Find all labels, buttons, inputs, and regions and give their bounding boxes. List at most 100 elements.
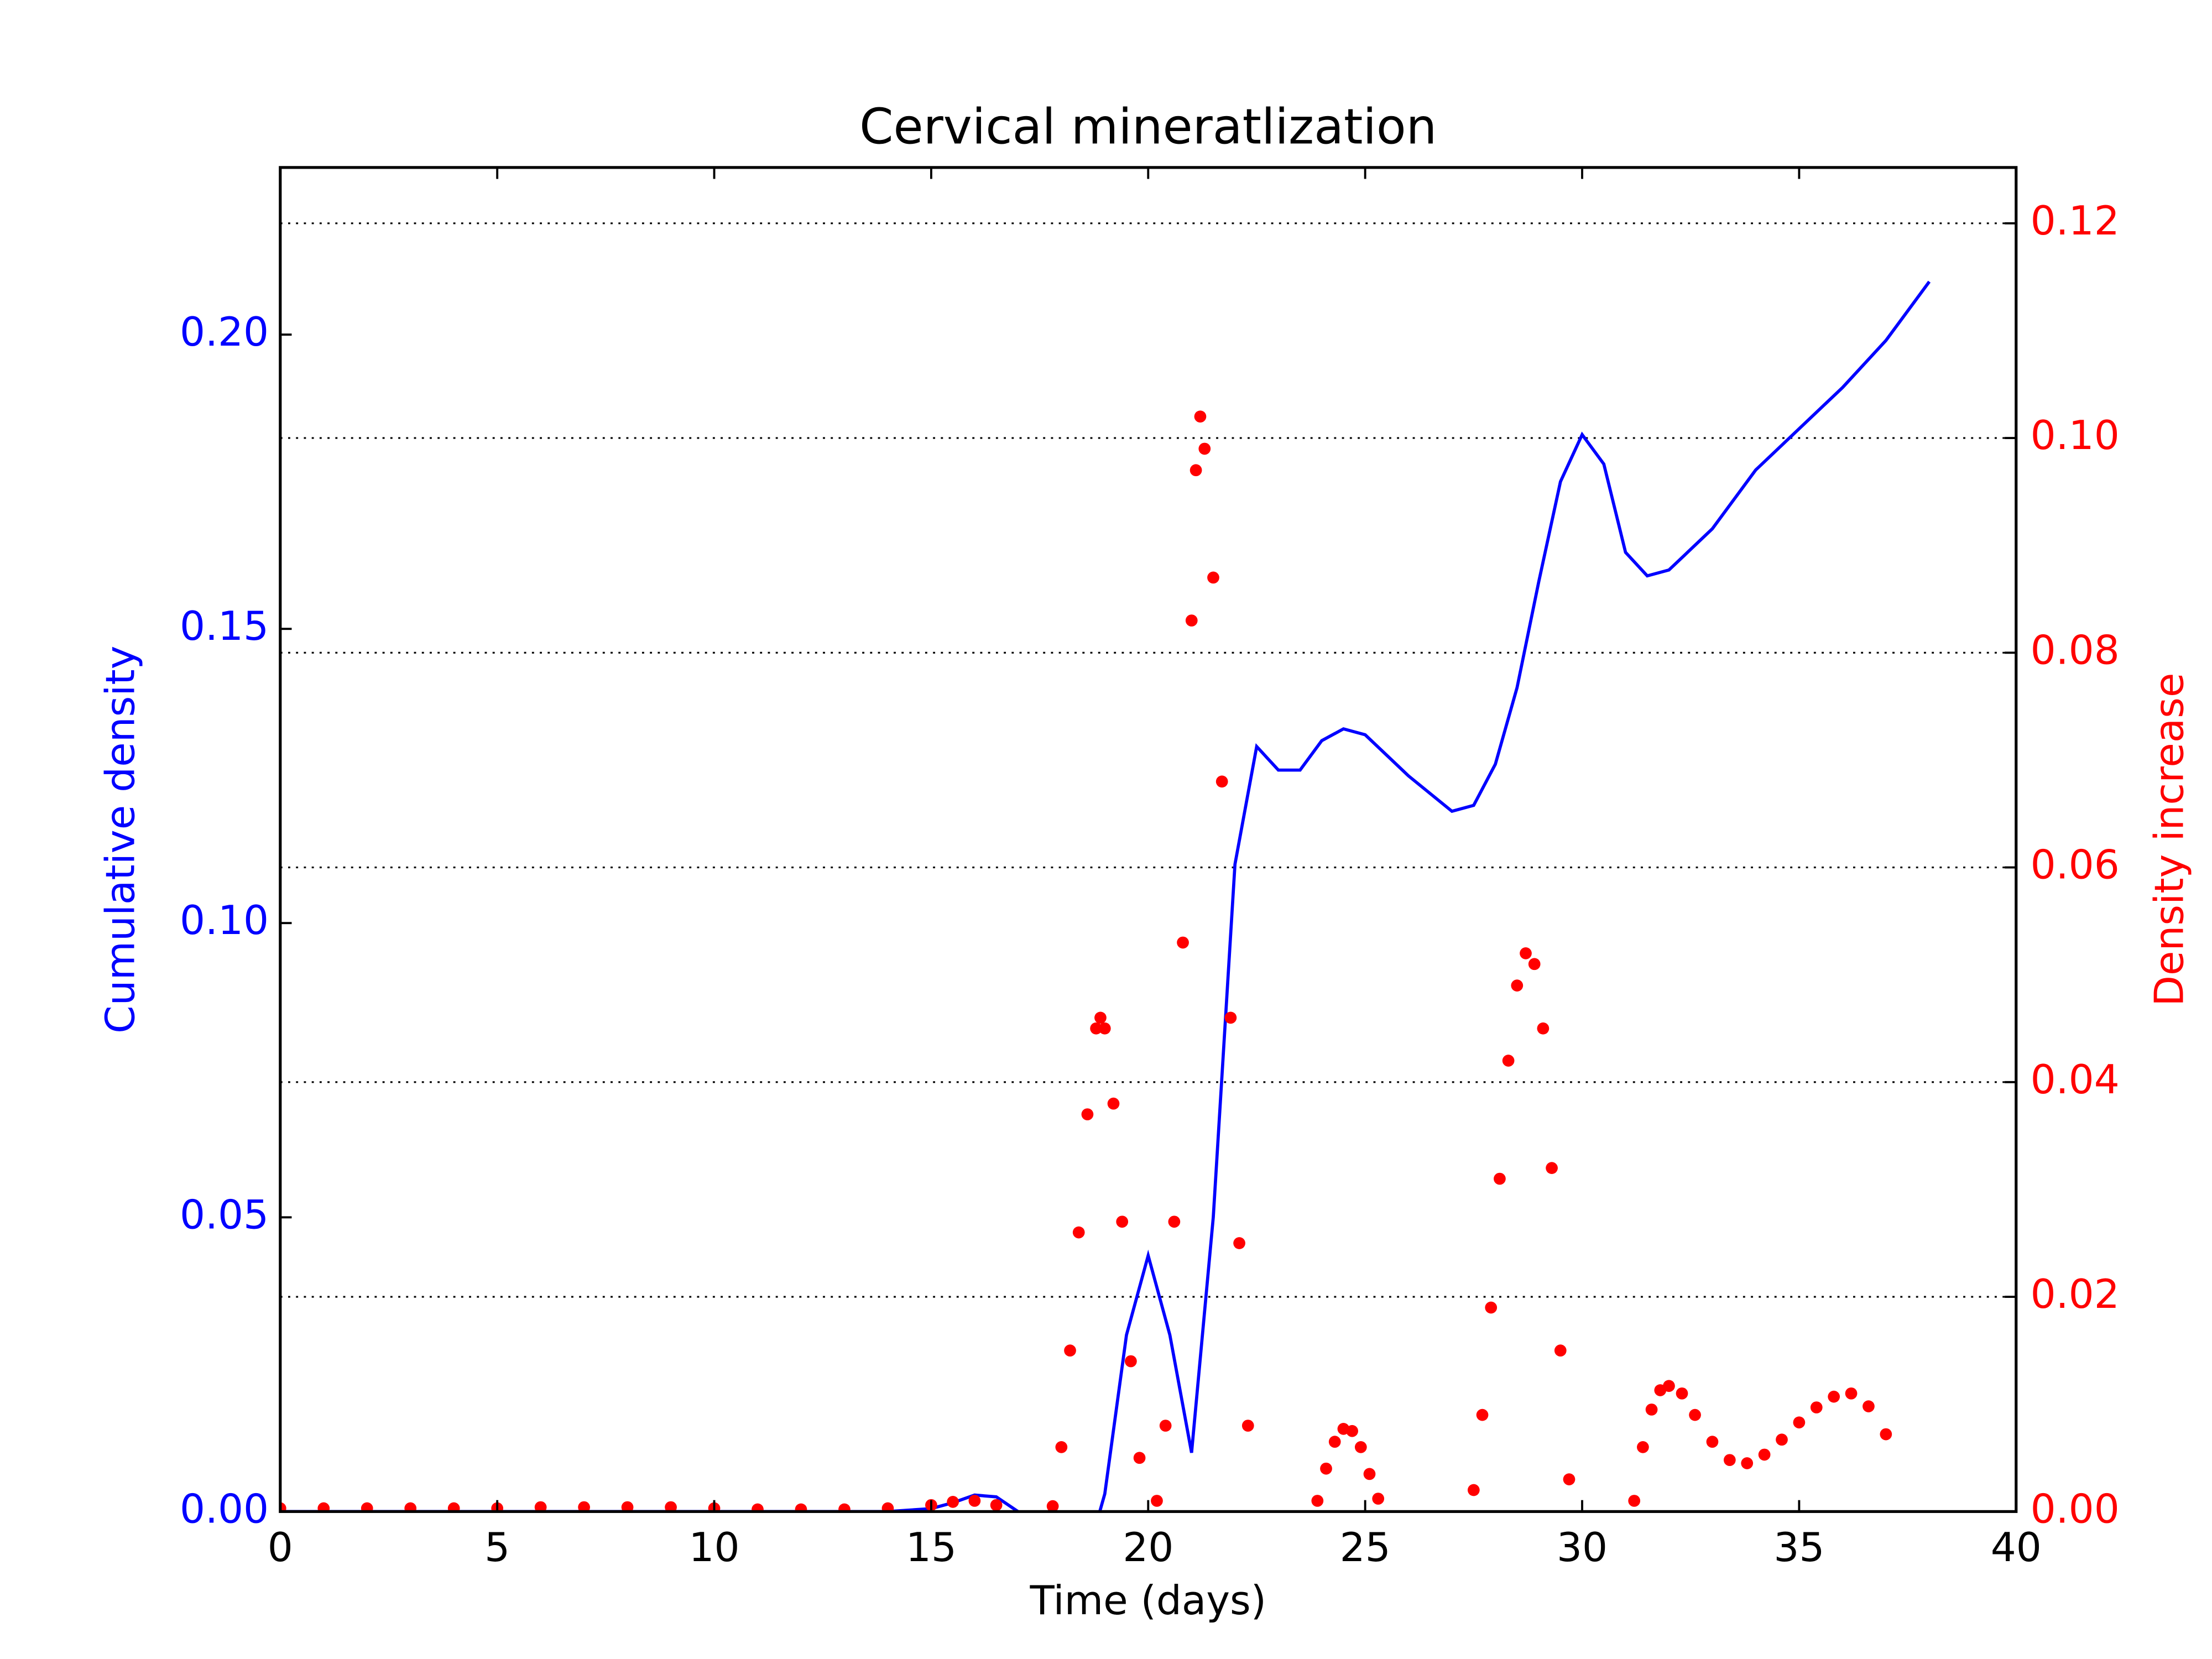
x-tick-label: 40 <box>1991 1525 2042 1571</box>
dot <box>1741 1457 1754 1469</box>
dot <box>1863 1400 1875 1412</box>
dot <box>795 1503 807 1512</box>
x-tick-label: 15 <box>906 1525 957 1571</box>
dot <box>1311 1495 1324 1507</box>
dot <box>1190 464 1202 477</box>
dot <box>404 1502 417 1512</box>
x-tick-label: 20 <box>1123 1525 1173 1571</box>
dot <box>1198 442 1211 455</box>
dot <box>1346 1425 1358 1437</box>
line <box>280 280 1931 1512</box>
dot <box>881 1502 894 1512</box>
dot <box>1168 1215 1181 1228</box>
dot <box>1185 614 1198 627</box>
dot <box>1372 1493 1385 1505</box>
dot <box>1776 1433 1788 1446</box>
dot <box>621 1501 634 1512</box>
y2-tick-label: 0.04 <box>2031 1057 2120 1103</box>
x-tick-label: 5 <box>484 1525 510 1571</box>
y2-axis-label: Density increase <box>2147 672 2193 1006</box>
y2-tick-label: 0.06 <box>2031 842 2120 889</box>
dot <box>1554 1344 1567 1357</box>
x-tick-label: 10 <box>688 1525 739 1571</box>
dot <box>1520 947 1532 959</box>
dot <box>1663 1380 1675 1392</box>
dot <box>1563 1473 1575 1485</box>
y-tick-label: 0.15 <box>180 603 269 650</box>
dot <box>1159 1420 1172 1432</box>
dot <box>1810 1401 1823 1413</box>
x-tick-label: 25 <box>1340 1525 1391 1571</box>
dot <box>1528 958 1541 971</box>
dot <box>1828 1390 1840 1403</box>
dot <box>1758 1448 1771 1461</box>
dot <box>1320 1462 1332 1475</box>
dot <box>1689 1408 1701 1421</box>
x-tick-label: 30 <box>1557 1525 1608 1571</box>
dot <box>1046 1500 1059 1512</box>
y-tick-label: 0.00 <box>180 1486 269 1532</box>
plot-area <box>280 280 1931 1512</box>
dot <box>665 1501 677 1512</box>
dot <box>1125 1355 1137 1368</box>
dot <box>361 1502 373 1512</box>
dot <box>838 1503 851 1512</box>
dot <box>1845 1387 1858 1400</box>
dot <box>1107 1097 1120 1110</box>
dot <box>1485 1301 1498 1314</box>
dot <box>1098 1022 1111 1035</box>
dot <box>1224 1011 1237 1024</box>
dot <box>280 1502 286 1512</box>
dot <box>1793 1416 1806 1429</box>
chart-title: Cervical mineratlization <box>859 98 1437 155</box>
dot <box>1094 1011 1107 1024</box>
y2-tick-label: 0.02 <box>2031 1271 2120 1318</box>
dot <box>1354 1441 1367 1453</box>
dot <box>1494 1172 1506 1185</box>
dot <box>1151 1495 1163 1507</box>
x-tick-label: 35 <box>1773 1525 1824 1571</box>
y2-tick-label: 0.10 <box>2031 413 2120 459</box>
dot <box>317 1502 330 1512</box>
dot <box>752 1503 764 1512</box>
dot <box>1133 1452 1146 1464</box>
dot <box>1090 1022 1102 1035</box>
dot <box>1177 936 1189 949</box>
dot <box>990 1499 1003 1511</box>
y2-tick-label: 0.08 <box>2031 627 2120 674</box>
dot <box>1628 1495 1641 1507</box>
dot <box>1241 1420 1254 1432</box>
dot <box>1511 979 1524 992</box>
dot <box>1537 1022 1550 1035</box>
dot <box>1467 1484 1480 1496</box>
dot <box>1055 1441 1068 1453</box>
dot <box>1363 1468 1376 1480</box>
dot <box>1723 1454 1736 1467</box>
y-tick-label: 0.10 <box>180 898 269 944</box>
dot <box>1207 571 1219 584</box>
y-tick-label: 0.20 <box>180 309 269 356</box>
dot <box>534 1501 547 1512</box>
dot <box>1637 1441 1649 1453</box>
y-axis-label: Cumulative density <box>97 645 144 1033</box>
y-tick-label: 0.05 <box>180 1192 269 1238</box>
dot <box>1081 1108 1094 1120</box>
dot <box>1072 1226 1085 1239</box>
dot <box>1194 410 1207 423</box>
dot <box>968 1495 981 1507</box>
dot <box>1215 775 1228 788</box>
dot <box>1116 1215 1129 1228</box>
dot <box>578 1501 590 1512</box>
x-axis-label: Time (days) <box>1030 1578 1266 1624</box>
dot <box>1476 1408 1489 1421</box>
dot <box>1328 1436 1341 1448</box>
dot <box>1706 1436 1719 1448</box>
y2-tick-label: 0.12 <box>2031 198 2120 244</box>
dot <box>1502 1055 1515 1067</box>
x-tick-label: 0 <box>268 1525 293 1571</box>
dot <box>947 1496 959 1508</box>
dot <box>1880 1428 1892 1441</box>
